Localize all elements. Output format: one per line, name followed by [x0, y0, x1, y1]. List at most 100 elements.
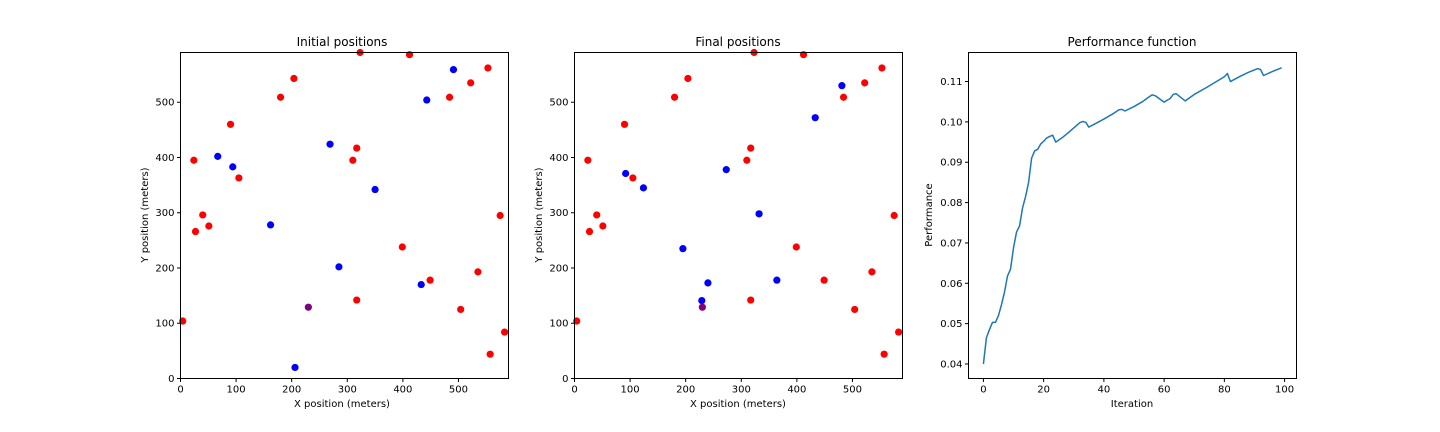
- x-tick-label: 20: [1037, 385, 1050, 396]
- data-point: [792, 243, 800, 251]
- y-tick-label: 0: [562, 374, 568, 385]
- data-point: [811, 114, 819, 122]
- y-tick-label: 0.04: [940, 359, 962, 370]
- data-point: [484, 64, 492, 72]
- data-point: [585, 227, 594, 236]
- plot-area: [573, 48, 903, 358]
- data-point: [878, 64, 886, 72]
- data-point: [417, 280, 425, 289]
- data-point: [684, 74, 692, 83]
- x-tick-label: 40: [1098, 385, 1111, 396]
- data-point: [880, 350, 888, 358]
- y-tick-label: 100: [549, 319, 568, 330]
- data-point: [747, 144, 755, 152]
- data-point: [486, 350, 494, 358]
- y-tick-label: 0.05: [940, 319, 962, 330]
- y-axis-label: Performance: [924, 183, 935, 246]
- x-tick-label: 100: [621, 385, 640, 396]
- y-axis-label: Y position (meters): [534, 167, 545, 263]
- data-point: [755, 210, 763, 218]
- x-tick-label: 200: [676, 385, 695, 396]
- data-point: [698, 296, 706, 305]
- data-point: [890, 211, 898, 220]
- y-tick-label: 300: [549, 208, 568, 219]
- subplot-title: Initial positions: [297, 35, 388, 49]
- y-tick-label: 400: [155, 153, 174, 164]
- y-tick-label: 0.09: [940, 158, 962, 169]
- data-point: [235, 174, 243, 182]
- data-point: [698, 303, 706, 311]
- data-point: [743, 156, 751, 164]
- plot-area: [179, 48, 509, 372]
- y-tick-label: 0.11: [940, 77, 962, 88]
- axes-frame: [180, 52, 509, 379]
- data-point: [501, 328, 509, 336]
- data-point: [773, 276, 781, 284]
- data-point: [467, 79, 475, 87]
- data-point: [895, 328, 903, 336]
- axis-ticks: 0 20 40 60 80 100 0.04 0.05 0.06 0.07 0.08 0.09 0.10…: [940, 77, 1294, 395]
- subplot-initial-positions: Initial positions X position (meters) Y …: [140, 35, 509, 410]
- data-point: [868, 268, 876, 276]
- y-tick-label: 0.08: [940, 198, 962, 209]
- x-axis-label: X position (meters): [690, 399, 786, 410]
- y-tick-label: 200: [155, 263, 174, 274]
- subplot-title: Final positions: [695, 35, 780, 49]
- data-point: [353, 296, 361, 304]
- data-point: [679, 245, 687, 253]
- x-tick-label: 400: [393, 385, 412, 396]
- y-tick-label: 0.07: [940, 238, 962, 249]
- data-point: [584, 156, 592, 164]
- y-tick-label: 0: [168, 374, 174, 385]
- data-point: [599, 222, 607, 230]
- subplot-performance-function: Performance function Iteration Performan…: [924, 35, 1297, 410]
- x-tick-label: 100: [227, 385, 246, 396]
- subplot-final-positions: Final positions X position (meters) Y po…: [534, 35, 903, 410]
- data-point: [291, 363, 299, 372]
- x-tick-label: 300: [338, 385, 357, 396]
- data-point: [820, 276, 828, 284]
- y-tick-label: 0.10: [940, 117, 962, 128]
- data-point: [670, 93, 679, 101]
- data-point: [629, 174, 637, 182]
- data-point: [266, 221, 275, 229]
- x-axis-label: Iteration: [1111, 399, 1153, 410]
- y-tick-label: 500: [155, 98, 174, 109]
- data-point: [457, 305, 465, 314]
- data-point: [276, 93, 285, 101]
- data-point: [620, 120, 629, 128]
- data-point: [191, 227, 200, 236]
- data-point: [335, 263, 343, 271]
- x-axis-label: X position (meters): [294, 399, 390, 410]
- y-tick-label: 200: [549, 263, 568, 274]
- data-point: [205, 222, 213, 230]
- y-tick-label: 500: [549, 98, 568, 109]
- y-tick-label: 100: [155, 319, 174, 330]
- data-point: [496, 211, 504, 220]
- x-tick-label: 80: [1218, 385, 1231, 396]
- data-point: [445, 93, 454, 101]
- data-point: [290, 74, 298, 83]
- axis-ticks: 0 100 200 300 400 500 0 100 200 300 400 500: [155, 98, 468, 396]
- x-tick-label: 500: [449, 385, 468, 396]
- x-tick-label: 400: [787, 385, 806, 396]
- data-point: [226, 120, 235, 128]
- x-tick-label: 300: [732, 385, 751, 396]
- data-point: [304, 303, 312, 311]
- x-tick-label: 200: [282, 385, 301, 396]
- data-point: [398, 243, 406, 251]
- data-point: [639, 184, 648, 192]
- data-point: [214, 152, 222, 160]
- x-tick-label: 0: [571, 385, 577, 396]
- data-point: [747, 296, 755, 304]
- x-tick-label: 0: [177, 385, 183, 396]
- plot-area: [982, 67, 1282, 365]
- x-tick-label: 60: [1158, 385, 1171, 396]
- data-point: [449, 66, 458, 74]
- data-point: [326, 140, 334, 148]
- data-point: [474, 268, 482, 276]
- data-point: [839, 93, 848, 101]
- data-point: [349, 156, 357, 164]
